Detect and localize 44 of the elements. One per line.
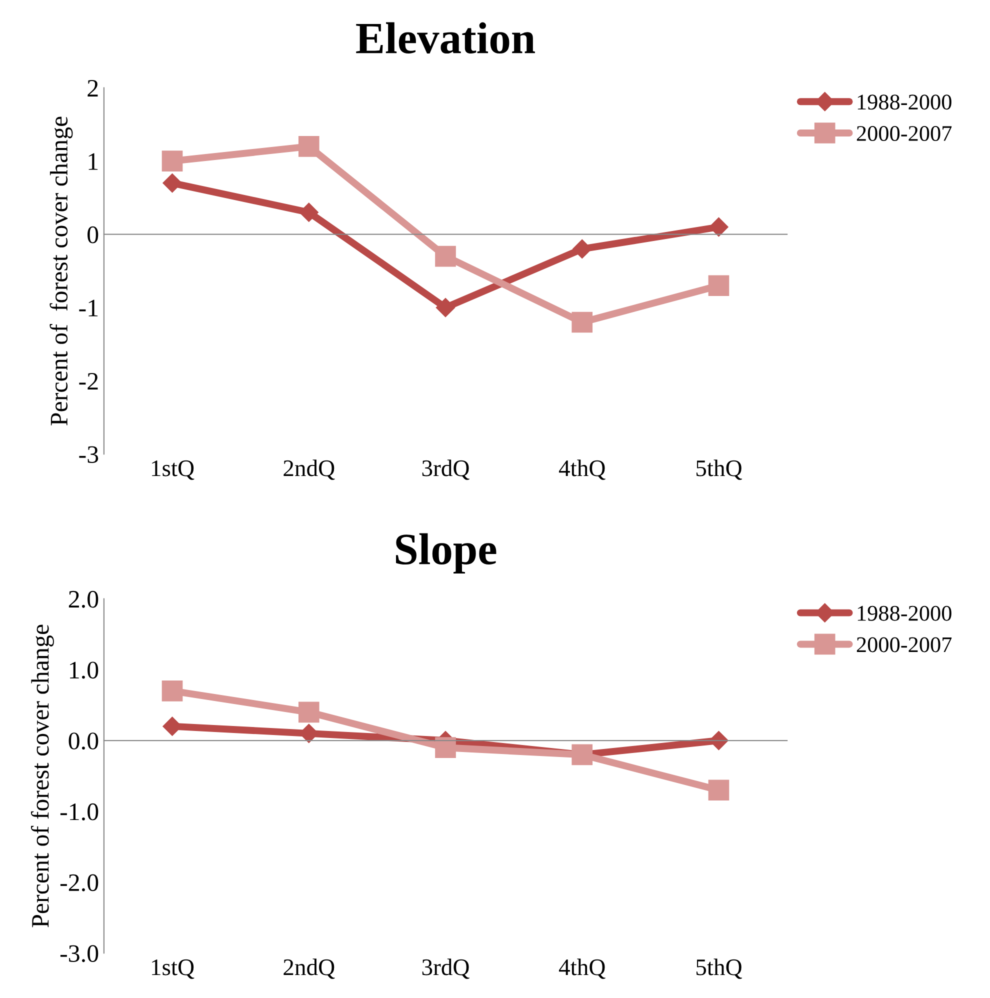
y-axis-title: Percent of forest cover change [50, 116, 73, 426]
y-tick-label: 1 [88, 153, 98, 170]
y-tick-label: 0.0 [68, 732, 98, 750]
legend-label: 2000-2007 [856, 637, 952, 652]
point [299, 202, 318, 222]
point [709, 217, 728, 237]
x-tick-label: 5thQ [696, 460, 742, 480]
chart-title: Elevation [356, 22, 535, 54]
point [162, 150, 183, 172]
y-tick-label: 2 [88, 80, 98, 96]
point [298, 136, 320, 157]
y-tick-label: -3 [79, 446, 98, 464]
legend-label: 1988-2000 [858, 94, 952, 110]
x-tick-label: 1stQ [152, 959, 194, 979]
x-tick-label: 2ndQ [284, 460, 335, 480]
y-tick-label: -2 [79, 372, 98, 390]
point [572, 312, 593, 333]
y-axis-title: Percent of forest cover change [30, 624, 54, 928]
x-tick-label: 4thQ [558, 460, 606, 480]
x-tick-label: 4thQ [558, 958, 606, 979]
point [708, 780, 730, 801]
point [435, 246, 456, 267]
x-tick-label: 3rdQ [422, 958, 470, 979]
legend-label: 1988-2000 [858, 606, 952, 621]
x-tick-label: 2ndQ [284, 958, 335, 979]
chart-title: Slope [396, 533, 496, 574]
point [572, 239, 592, 259]
x-tick-label: 1stQ [152, 460, 194, 480]
y-tick-label: -1.0 [60, 803, 98, 820]
point [435, 737, 456, 758]
point [708, 275, 730, 296]
y-tick-label: 0 [88, 226, 98, 244]
y-tick-label: 1.0 [70, 662, 98, 679]
point [298, 702, 320, 723]
y-tick-label: -2.0 [60, 874, 98, 892]
point [162, 680, 183, 702]
point [436, 298, 456, 318]
x-tick-label: 3rdQ [422, 460, 470, 480]
y-tick-label: 2.0 [68, 590, 98, 608]
y-tick-label: -1 [79, 300, 98, 316]
y-tick-label: -3.0 [60, 945, 98, 962]
legend-label: 2000-2007 [856, 126, 952, 142]
x-tick-label: 5thQ [696, 958, 742, 979]
point [162, 174, 182, 193]
